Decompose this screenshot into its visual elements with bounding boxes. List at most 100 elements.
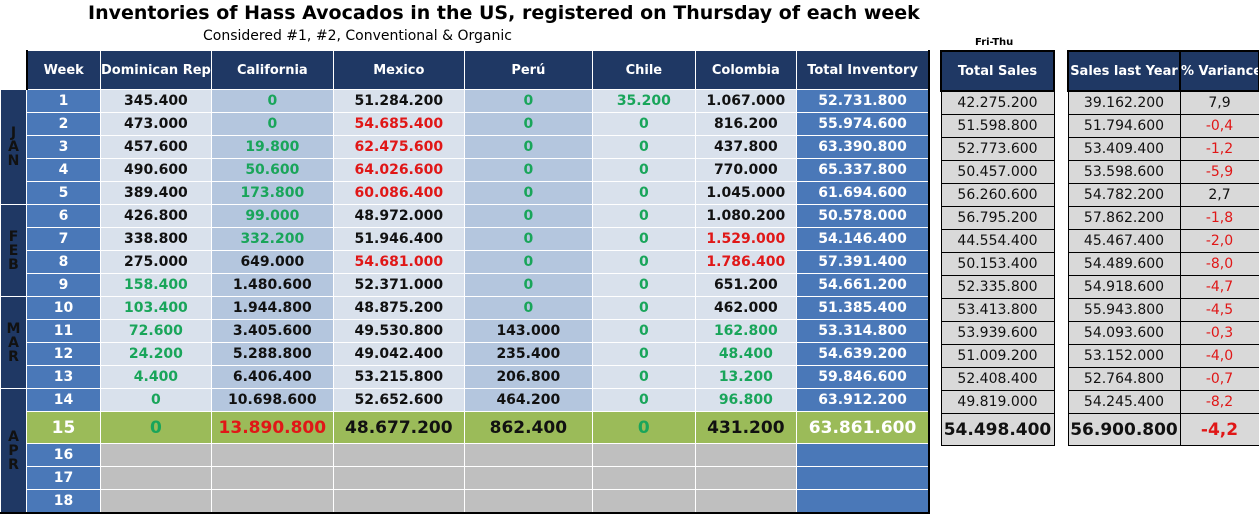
total-inventory-cell xyxy=(795,466,930,490)
sales-row: 42.275.200 xyxy=(940,90,1055,115)
sales-last-year-cell: 53.152.000 xyxy=(1067,344,1181,368)
cell-cal: 5.288.800 xyxy=(210,342,334,366)
inventory-header-row: Week Dominican Rep California Mexico Per… xyxy=(0,50,930,90)
cell-mex: 60.086.400 xyxy=(332,181,465,205)
total-sales-cell: 50.457.000 xyxy=(940,160,1055,184)
empty-cell xyxy=(591,489,696,514)
last-year-row: 54.093.600 -0,3 xyxy=(1067,321,1259,345)
variance-cell: -2,0 xyxy=(1179,229,1259,253)
total-sales-cell: 53.939.600 xyxy=(940,321,1055,345)
cell-per: 862.400 xyxy=(463,411,593,444)
empty-week-row: 17 xyxy=(1,466,930,490)
cell-dom: 0 xyxy=(100,411,212,444)
cell-col: 1.529.000 xyxy=(694,227,797,251)
cell-chi: 0 xyxy=(591,365,696,389)
sales-row: 52.335.800 xyxy=(940,275,1055,299)
last-year-header-row: Sales last Year % Variance xyxy=(1067,50,1259,92)
cell-chi: 0 xyxy=(591,319,696,343)
variance-cell: -8,2 xyxy=(1179,390,1259,414)
cell-col: 651.200 xyxy=(694,273,797,297)
variance-cell: -0,3 xyxy=(1179,321,1259,345)
cell-mex: 54.681.000 xyxy=(332,250,465,274)
header-california: California xyxy=(210,50,334,90)
last-year-row: 56.900.800 -4,2 xyxy=(1067,413,1259,446)
fri-thu-label: Fri-Thu xyxy=(975,37,1014,48)
month-letter: R xyxy=(8,348,19,365)
sales-last-year-cell: 39.162.200 xyxy=(1067,90,1181,115)
month-letter: R xyxy=(8,456,19,473)
table-row: J A N 1 345.400 0 51.284.200 0 35.200 1.067.000 52… xyxy=(0,89,930,205)
cell-col: 431.200 xyxy=(694,411,797,444)
last-year-row: 45.467.400 -2,0 xyxy=(1067,229,1259,253)
total-inventory-cell: 63.390.800 xyxy=(795,135,930,159)
cell-col: 48.400 xyxy=(694,342,797,366)
page-title: Inventories of Hass Avocados in the US, … xyxy=(88,2,920,24)
cell-chi: 0 xyxy=(591,227,696,251)
variance-cell: 2,7 xyxy=(1179,183,1259,207)
cell-per: 0 xyxy=(463,250,593,274)
week-cell: 16 xyxy=(26,443,101,467)
cell-dom: 0 xyxy=(100,388,212,412)
last-year-row: 52.764.800 -0,7 xyxy=(1067,367,1259,391)
cell-cal: 173.800 xyxy=(210,181,334,205)
last-year-row: 54.918.600 -4,7 xyxy=(1067,275,1259,299)
last-year-row: 53.598.600 -5,9 xyxy=(1067,160,1259,184)
empty-cell xyxy=(100,466,212,490)
cell-chi: 0 xyxy=(591,296,696,320)
total-sales-cell: 52.773.600 xyxy=(940,137,1055,161)
cell-cal: 1.944.800 xyxy=(210,296,334,320)
sales-row: 51.009.200 xyxy=(940,344,1055,368)
cell-mex: 54.685.400 xyxy=(332,112,465,136)
empty-cell xyxy=(210,466,334,490)
total-inventory-cell: 51.385.400 xyxy=(795,296,930,320)
cell-per: 235.400 xyxy=(463,342,593,366)
sales-last-year-cell: 45.467.400 xyxy=(1067,229,1181,253)
empty-cell xyxy=(332,443,465,467)
cell-col: 13.200 xyxy=(694,365,797,389)
cell-dom: 345.400 xyxy=(100,89,212,113)
cell-cal: 3.405.600 xyxy=(210,319,334,343)
cell-chi: 0 xyxy=(591,135,696,159)
empty-cell xyxy=(694,489,797,514)
empty-cell xyxy=(332,489,465,514)
cell-cal: 99.000 xyxy=(210,204,334,228)
sales-row: 49.819.000 xyxy=(940,390,1055,414)
total-sales-cell: 51.009.200 xyxy=(940,344,1055,368)
total-inventory-cell: 54.146.400 xyxy=(795,227,930,251)
total-inventory-cell: 53.314.800 xyxy=(795,319,930,343)
cell-dom: 103.400 xyxy=(100,296,212,320)
empty-cell xyxy=(591,443,696,467)
cell-chi: 35.200 xyxy=(591,89,696,113)
cell-per: 0 xyxy=(463,135,593,159)
week-cell: 1 xyxy=(26,89,101,113)
variance-cell: -4,2 xyxy=(1179,413,1259,446)
sales-last-year-cell: 51.794.600 xyxy=(1067,114,1181,138)
cell-dom: 24.200 xyxy=(100,342,212,366)
total-inventory-cell: 63.912.200 xyxy=(795,388,930,412)
total-inventory-cell: 54.661.200 xyxy=(795,273,930,297)
total-sales-cell: 50.153.400 xyxy=(940,252,1055,276)
cell-col: 816.200 xyxy=(694,112,797,136)
week-cell: 18 xyxy=(26,489,101,514)
cell-dom: 457.600 xyxy=(100,135,212,159)
table-row: 4 490.600 50.600 64.026.600 0 0 770.000 65.337.… xyxy=(1,158,930,182)
cell-chi: 0 xyxy=(591,388,696,412)
table-row: 11 72.600 3.405.600 49.530.800 143.000 0 162.8… xyxy=(1,319,930,343)
sales-last-year-cell: 57.862.200 xyxy=(1067,206,1181,230)
cell-cal: 0 xyxy=(210,89,334,113)
total-inventory-cell: 61.694.600 xyxy=(795,181,930,205)
page-subtitle: Considered #1, #2, Conventional & Organi… xyxy=(203,28,512,44)
month-letter: E xyxy=(8,242,19,259)
cell-per: 0 xyxy=(463,273,593,297)
week-cell: 6 xyxy=(26,204,101,228)
cell-col: 162.800 xyxy=(694,319,797,343)
cell-dom: 389.400 xyxy=(100,181,212,205)
empty-cell xyxy=(463,489,593,514)
total-inventory-cell: 63.861.600 xyxy=(795,411,930,444)
cell-chi: 0 xyxy=(591,250,696,274)
cell-chi: 0 xyxy=(591,158,696,182)
header-peru: Perú xyxy=(463,50,593,90)
total-sales-cell: 53.413.800 xyxy=(940,298,1055,322)
cell-dom: 473.000 xyxy=(100,112,212,136)
